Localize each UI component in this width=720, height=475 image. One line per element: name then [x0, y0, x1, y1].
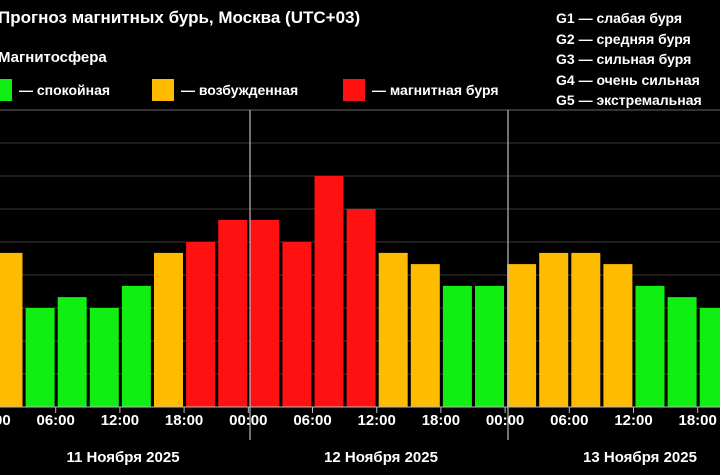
forecast-bar: [25, 308, 55, 407]
day-label: 13 Ноября 2025: [583, 449, 697, 466]
x-tick-label: 12:00: [358, 412, 396, 429]
legend-swatch-storm: [343, 79, 365, 101]
x-tick-label: 00:00: [229, 412, 267, 429]
legend-swatch-calm: [0, 79, 12, 101]
legend-label-storm: — магнитная буря: [372, 82, 499, 98]
forecast-bar: [507, 264, 537, 407]
forecast-bar: [314, 176, 344, 407]
g-scale-item: G1 — слабая буря: [556, 10, 683, 26]
forecast-bar: [154, 252, 183, 407]
forecast-bar: [410, 264, 440, 407]
forecast-bar: [603, 264, 633, 407]
forecast-bar: [635, 285, 665, 407]
forecast-bar: [121, 285, 151, 407]
x-tick-label: 12:00: [101, 412, 139, 429]
x-tick-label: 18:00: [422, 412, 460, 429]
forecast-bar: [186, 242, 216, 407]
x-tick-label: 18:00: [165, 412, 203, 429]
forecast-bar: [250, 219, 280, 407]
forecast-bar: [442, 285, 472, 407]
x-tick-label: 12:00: [614, 412, 652, 429]
g-scale-item: G4 — очень сильная: [556, 71, 700, 88]
x-tick-label: 00:00: [486, 412, 524, 429]
legend-item-storm: — магнитная буря: [343, 79, 499, 101]
forecast-bar: [571, 252, 601, 407]
legend-label-excited: — возбужденная: [181, 82, 299, 98]
g-scale-legend: G1 — слабая буря G2 — средняя буря G3 — …: [556, 8, 720, 111]
legend-label-calm: — спокойная: [19, 82, 111, 98]
forecast-bar: [89, 308, 119, 407]
forecast-bar: [0, 252, 23, 407]
forecast-bar: [57, 297, 87, 407]
chart-title: Прогноз магнитных бурь, Москва (UTC+03): [0, 8, 361, 27]
day-label: 12 Ноября 2025: [324, 449, 438, 466]
g-scale-item: G2 — средняя буря: [556, 30, 691, 47]
forecast-bar: [282, 242, 312, 407]
legend-item-excited: — возбужденная: [152, 79, 298, 101]
legend-item-calm: — спокойная: [0, 79, 110, 101]
forecast-bar: [475, 285, 504, 407]
x-tick-label: 18:00: [679, 412, 717, 429]
activity-legend: — спокойная — возбужденная — магнитная б…: [0, 79, 720, 101]
forecast-bar: [378, 252, 408, 407]
g-scale-item: G5 — экстремальная: [556, 92, 702, 108]
forecast-bar: [218, 219, 248, 407]
legend-swatch-excited: [152, 79, 174, 101]
day-label: 11 Ноября 2025: [66, 449, 179, 466]
forecast-bar: [346, 209, 376, 407]
x-tick-label: 00:00: [0, 412, 11, 429]
forecast-bar: [699, 308, 720, 407]
x-tick-label: 06:00: [37, 412, 75, 429]
x-tick-label: 06:00: [550, 412, 588, 429]
x-tick-label: 06:00: [293, 412, 331, 429]
forecast-bar: [539, 252, 569, 407]
g-scale-item: G3 — сильная буря: [556, 51, 692, 67]
chart-subtitle: Магнитосфера: [0, 49, 107, 66]
forecast-bar: [667, 297, 697, 407]
